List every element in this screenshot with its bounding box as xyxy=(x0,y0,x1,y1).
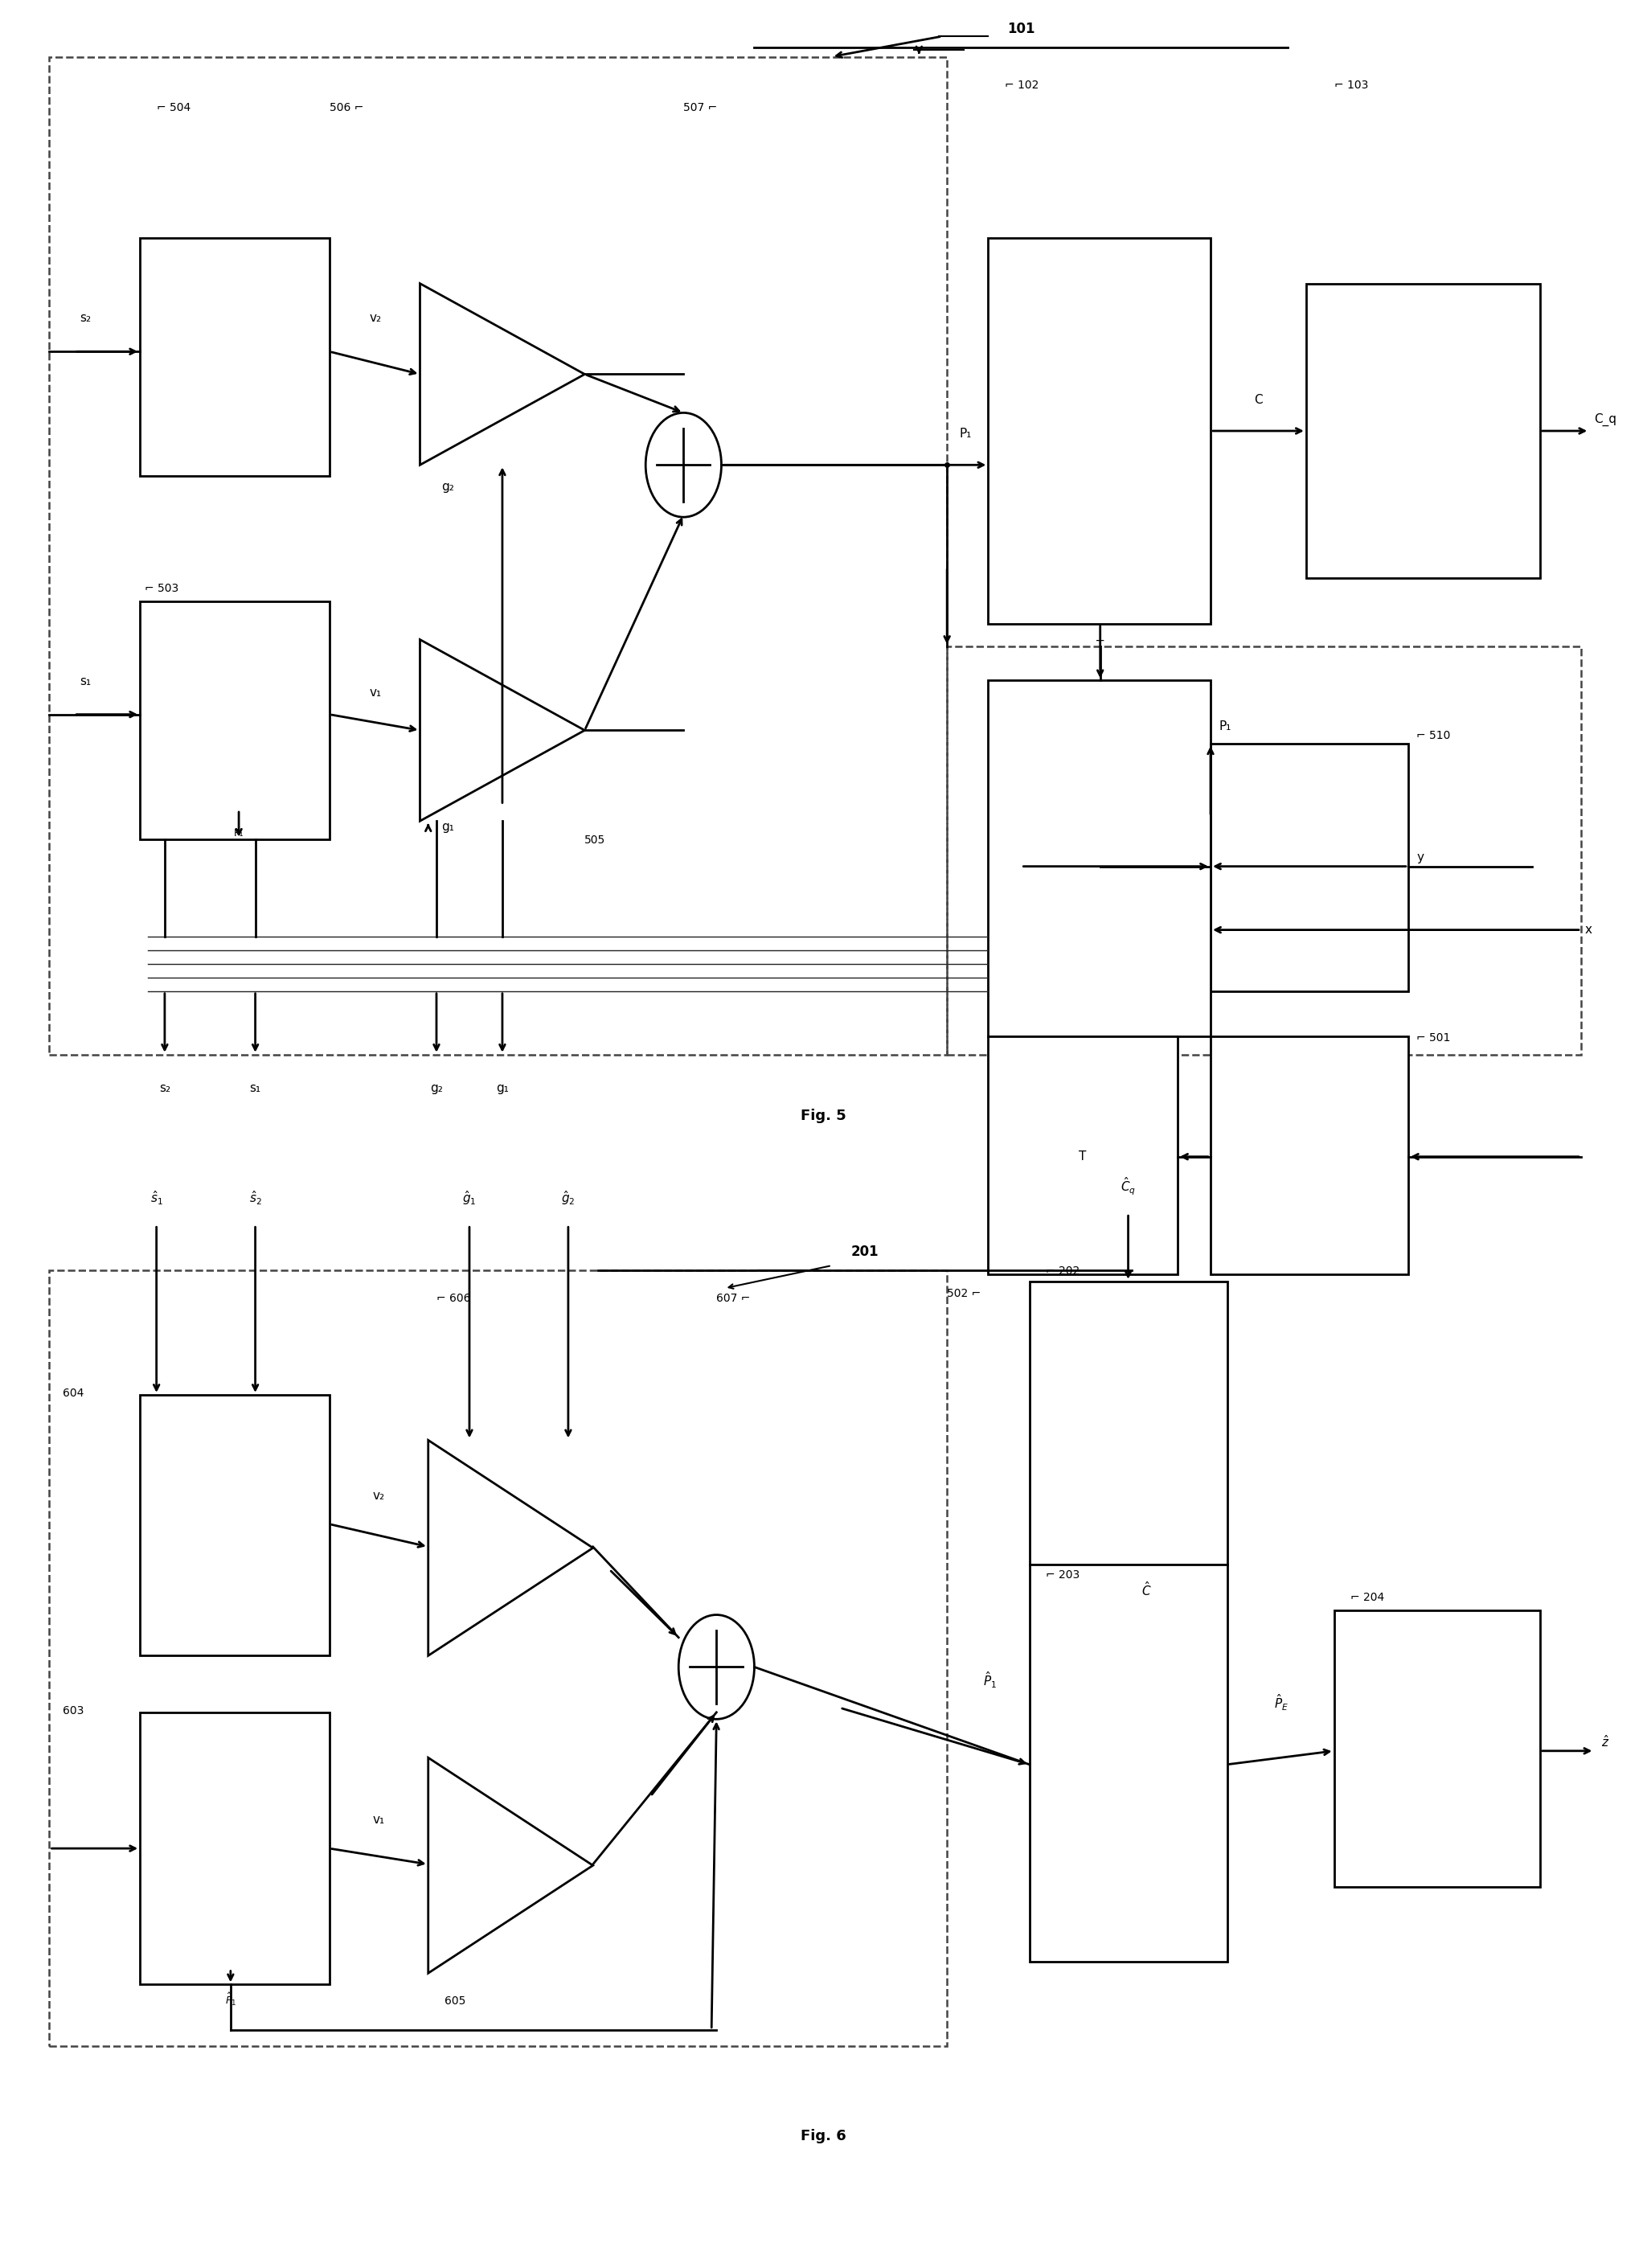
Text: $\hat{z}$: $\hat{z}$ xyxy=(1601,1735,1609,1749)
Text: ⌐ 504: ⌐ 504 xyxy=(156,102,191,113)
Bar xyxy=(1029,1281,1227,1565)
Text: ⌐ 103: ⌐ 103 xyxy=(1334,79,1369,91)
Text: ⌐ 203: ⌐ 203 xyxy=(1046,1569,1080,1581)
Bar xyxy=(1211,1036,1408,1275)
Bar xyxy=(140,1395,329,1656)
Text: C_q: C_q xyxy=(1594,413,1617,426)
Text: Fig. 5: Fig. 5 xyxy=(800,1109,847,1123)
Text: ⌐ 501: ⌐ 501 xyxy=(1416,1032,1451,1043)
Text: T: T xyxy=(1097,640,1103,651)
Text: v₁: v₁ xyxy=(372,1814,385,1826)
Bar xyxy=(140,238,329,476)
Bar xyxy=(1334,1610,1540,1887)
Text: v₂: v₂ xyxy=(372,1490,385,1501)
Text: ⌐ 510: ⌐ 510 xyxy=(1416,730,1451,742)
Text: P₁: P₁ xyxy=(959,429,972,440)
Text: 607 ⌐: 607 ⌐ xyxy=(716,1293,751,1304)
Bar xyxy=(49,57,947,1055)
Text: 507 ⌐: 507 ⌐ xyxy=(684,102,718,113)
Polygon shape xyxy=(428,1440,593,1656)
Polygon shape xyxy=(420,640,585,821)
Text: 201: 201 xyxy=(851,1245,878,1259)
Text: $\hat{g}_2$: $\hat{g}_2$ xyxy=(562,1188,575,1207)
Bar xyxy=(988,1036,1178,1275)
Text: s₂: s₂ xyxy=(81,313,91,324)
Text: 502 ⌐: 502 ⌐ xyxy=(947,1288,982,1300)
Bar xyxy=(988,680,1211,1036)
Bar xyxy=(140,1712,329,1984)
Text: s₁: s₁ xyxy=(81,676,91,687)
Text: T: T xyxy=(1079,1150,1085,1163)
Bar xyxy=(1211,744,1408,991)
Bar xyxy=(1306,284,1540,578)
Text: s₂: s₂ xyxy=(160,1082,170,1093)
Text: v₁: v₁ xyxy=(369,687,382,699)
Text: $\hat{C}_q$: $\hat{C}_q$ xyxy=(1120,1177,1136,1198)
Text: s₁: s₁ xyxy=(250,1082,260,1093)
Text: ⌐ 102: ⌐ 102 xyxy=(1005,79,1039,91)
Text: 506 ⌐: 506 ⌐ xyxy=(329,102,364,113)
Bar xyxy=(140,601,329,839)
Text: 505: 505 xyxy=(585,835,606,846)
Text: Fig. 6: Fig. 6 xyxy=(800,2130,847,2143)
Text: g₂: g₂ xyxy=(441,481,455,492)
Polygon shape xyxy=(428,1758,593,1973)
Circle shape xyxy=(679,1615,754,1719)
Text: y: y xyxy=(1416,850,1423,864)
Text: 605: 605 xyxy=(445,1996,466,2007)
Text: P₁: P₁ xyxy=(1219,721,1232,733)
Text: v₂: v₂ xyxy=(369,313,382,324)
Text: ⌐ 202: ⌐ 202 xyxy=(1046,1266,1080,1277)
Text: g₁: g₁ xyxy=(496,1082,509,1093)
Text: ⌐ 606: ⌐ 606 xyxy=(436,1293,471,1304)
Text: $\hat{P}_1$: $\hat{P}_1$ xyxy=(224,1991,237,2007)
Text: $\hat{s}_1$: $\hat{s}_1$ xyxy=(150,1188,163,1207)
Text: 101: 101 xyxy=(1008,23,1034,36)
Text: C: C xyxy=(1253,395,1263,406)
Text: $\hat{s}_2$: $\hat{s}_2$ xyxy=(249,1188,262,1207)
Circle shape xyxy=(646,413,721,517)
Text: $\hat{C}$: $\hat{C}$ xyxy=(1141,1581,1151,1599)
Bar xyxy=(947,646,1581,1055)
Bar xyxy=(1029,1565,1227,1962)
Text: P₁: P₁ xyxy=(234,828,244,839)
Text: ⌐ 503: ⌐ 503 xyxy=(145,583,180,594)
Text: x: x xyxy=(1584,923,1591,937)
Text: $\hat{P}_E$: $\hat{P}_E$ xyxy=(1275,1692,1288,1712)
Text: ⌐ 204: ⌐ 204 xyxy=(1351,1592,1385,1603)
Text: g₂: g₂ xyxy=(430,1082,443,1093)
Polygon shape xyxy=(420,284,585,465)
Text: 604: 604 xyxy=(63,1388,84,1399)
Text: $\hat{g}_1$: $\hat{g}_1$ xyxy=(463,1188,476,1207)
Text: $\hat{P}_1$: $\hat{P}_1$ xyxy=(983,1669,996,1690)
Bar xyxy=(49,1270,947,2046)
Text: 603: 603 xyxy=(63,1706,84,1717)
Text: g₁: g₁ xyxy=(441,821,455,832)
Bar xyxy=(988,238,1211,624)
